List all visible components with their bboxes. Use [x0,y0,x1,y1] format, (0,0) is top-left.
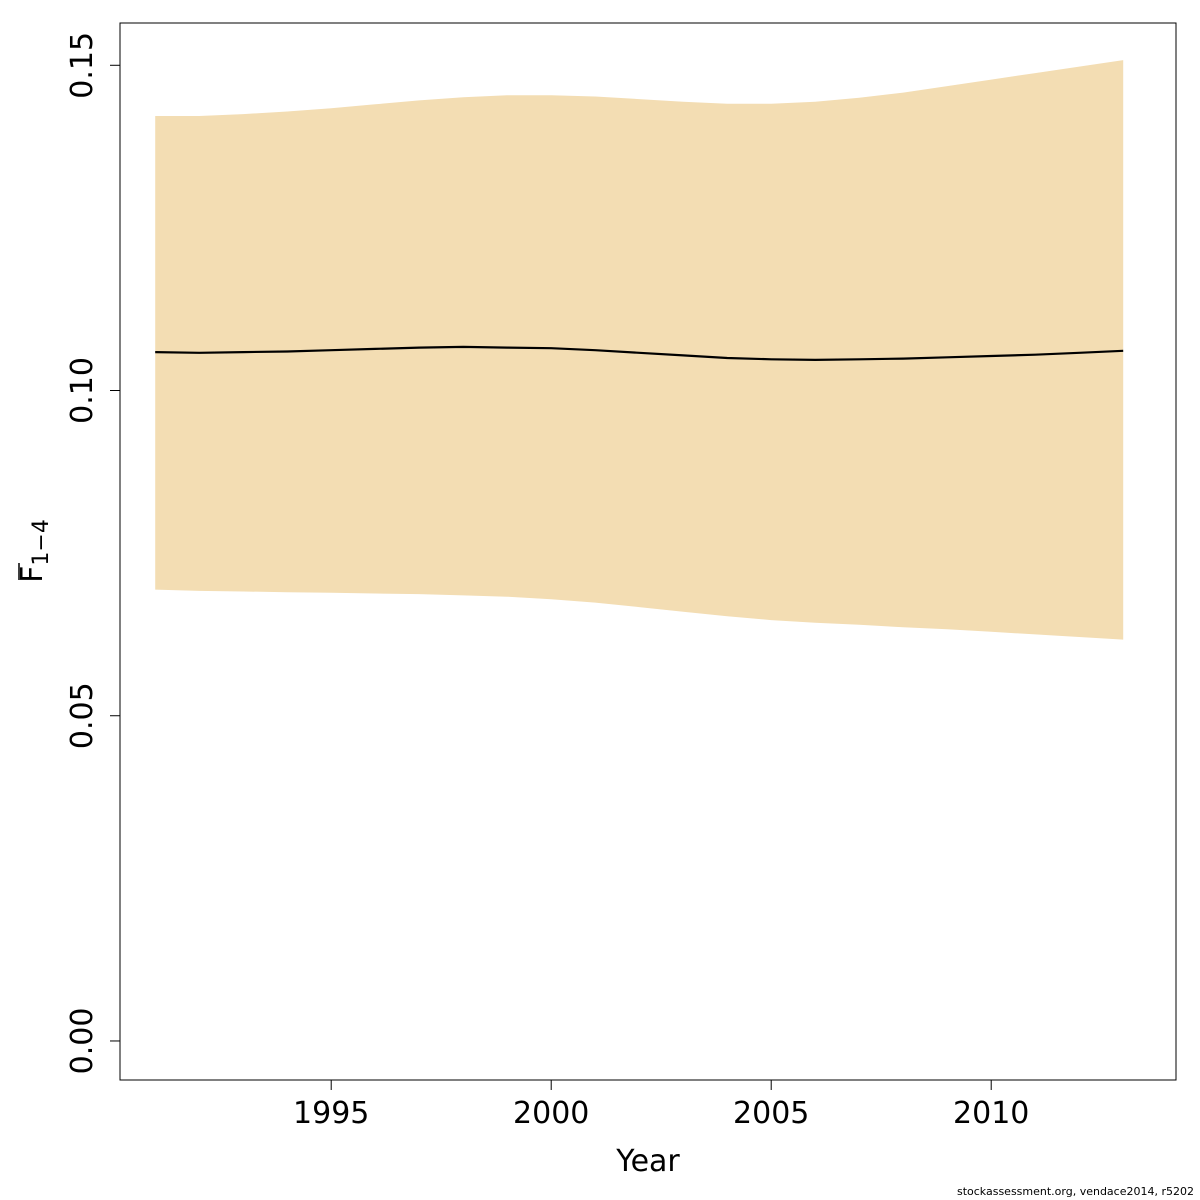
x-tick-label: 1995 [293,1096,369,1131]
y-tick-label: 0.15 [65,32,100,99]
x-tick-label: 2000 [513,1096,589,1131]
confidence-band [155,60,1124,640]
x-axis-title: Year [615,1144,680,1179]
y-axis-title: F1−4 [15,519,54,583]
y-tick-label: 0.10 [65,357,100,424]
x-tick-label: 2005 [733,1096,809,1131]
y-axis-title-main: F [15,566,50,583]
plot-box [119,22,1177,1081]
y-tick-label: 0.05 [65,682,100,749]
svg-text:F1−4: F1−4 [15,519,54,583]
x-tick-label: 2010 [953,1096,1029,1131]
y-axis-title-sub: 1−4 [29,519,54,565]
y-tick-label: 0.00 [65,1008,100,1075]
footer-text: stockassessment.org, vendace2014, r5202 [956,1185,1194,1198]
series-line [155,345,1124,361]
